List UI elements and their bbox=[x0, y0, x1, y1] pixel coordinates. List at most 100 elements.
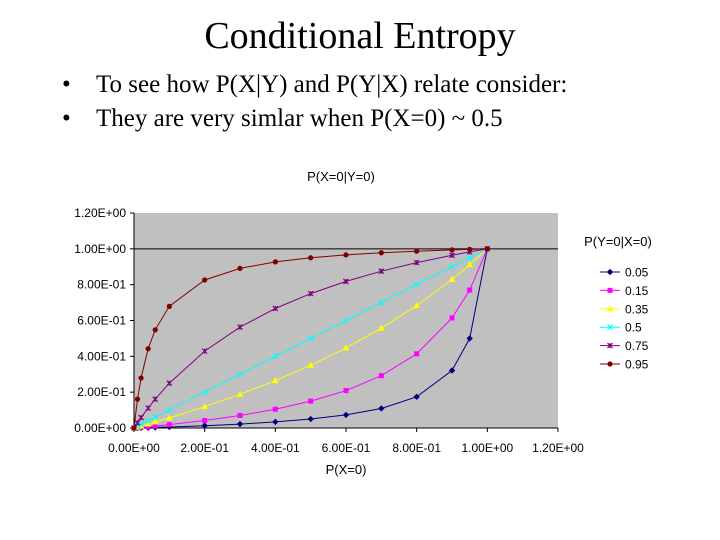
legend-label: 0.75 bbox=[625, 339, 649, 353]
legend-title: P(Y=0|X=0) bbox=[584, 234, 652, 249]
data-point bbox=[606, 305, 614, 312]
data-point bbox=[201, 348, 208, 355]
series-line bbox=[133, 248, 488, 429]
data-point bbox=[152, 327, 158, 333]
legend-label: 0.35 bbox=[625, 302, 649, 316]
bullet-list: • To see how P(X|Y) and P(Y|X) relate con… bbox=[58, 68, 567, 136]
data-point bbox=[466, 261, 474, 268]
data-point bbox=[607, 287, 613, 293]
data-point bbox=[467, 246, 473, 252]
data-point bbox=[236, 390, 244, 397]
data-point bbox=[414, 248, 420, 254]
data-point bbox=[166, 380, 173, 387]
data-point bbox=[484, 246, 490, 252]
data-point bbox=[272, 259, 278, 265]
data-point bbox=[342, 344, 350, 351]
bullet-text: To see how P(X|Y) and P(Y|X) relate cons… bbox=[96, 71, 568, 98]
data-point bbox=[308, 255, 314, 261]
data-point bbox=[413, 281, 420, 288]
data-point bbox=[448, 367, 456, 374]
chart-title: P(X=0|Y=0) bbox=[307, 169, 375, 184]
series-line bbox=[133, 248, 488, 429]
data-point bbox=[607, 324, 613, 331]
data-point bbox=[145, 417, 152, 424]
data-point bbox=[237, 412, 243, 418]
data-point bbox=[378, 250, 384, 256]
data-point bbox=[448, 275, 456, 282]
series-line bbox=[133, 248, 488, 429]
data-point bbox=[201, 403, 209, 410]
y-tick-label: 0.00E+00 bbox=[74, 421, 126, 435]
legend-label: 0.05 bbox=[625, 266, 649, 280]
data-point bbox=[343, 278, 349, 285]
legend-label: 0.15 bbox=[625, 284, 649, 298]
slide-title: Conditional Entropy bbox=[204, 15, 516, 57]
x-tick-label: 4.00E-01 bbox=[251, 441, 300, 455]
data-point bbox=[138, 414, 144, 421]
data-point bbox=[449, 252, 455, 259]
data-point bbox=[307, 335, 314, 342]
data-point bbox=[467, 287, 473, 293]
data-point bbox=[237, 324, 243, 331]
data-point bbox=[236, 420, 244, 428]
data-point bbox=[413, 302, 421, 309]
legend-box bbox=[598, 262, 656, 376]
data-point bbox=[606, 268, 614, 276]
bullet-text: They are very simlar when P(X=0) ~ 0.5 bbox=[96, 105, 503, 132]
data-point bbox=[343, 252, 349, 258]
data-point bbox=[413, 259, 420, 266]
data-point bbox=[134, 419, 141, 426]
data-point bbox=[343, 317, 349, 324]
data-point bbox=[272, 305, 279, 312]
legend-label: 0.5 bbox=[625, 321, 642, 335]
series-0.5 bbox=[131, 245, 491, 431]
data-point bbox=[201, 389, 208, 396]
data-point bbox=[145, 405, 152, 412]
data-point bbox=[237, 371, 243, 378]
series-line bbox=[133, 248, 488, 429]
x-axis-label: P(X=0) bbox=[326, 462, 367, 477]
data-point bbox=[144, 420, 152, 427]
series-line bbox=[133, 248, 488, 429]
data-point bbox=[449, 315, 455, 321]
data-point bbox=[413, 393, 420, 401]
data-point bbox=[138, 421, 144, 428]
data-point bbox=[152, 414, 159, 421]
data-point bbox=[449, 263, 455, 270]
data-point bbox=[449, 247, 455, 253]
data-point bbox=[134, 396, 141, 402]
data-point bbox=[342, 411, 350, 419]
bullet-marker: • bbox=[62, 71, 71, 98]
data-point bbox=[378, 373, 384, 379]
data-point bbox=[237, 265, 243, 271]
data-point bbox=[166, 422, 172, 428]
data-point bbox=[607, 342, 613, 349]
data-point bbox=[202, 417, 208, 423]
data-point bbox=[272, 406, 278, 412]
y-tick-label: 2.00E-01 bbox=[77, 385, 126, 399]
y-tick-label: 6.00E-01 bbox=[77, 314, 126, 328]
data-point bbox=[131, 425, 137, 431]
data-point bbox=[607, 361, 613, 367]
series-line bbox=[133, 248, 488, 429]
x-tick-label: 0.00E+00 bbox=[108, 441, 160, 455]
data-point bbox=[378, 299, 385, 306]
x-tick-label: 6.00E-01 bbox=[322, 441, 371, 455]
data-point bbox=[151, 418, 159, 425]
x-tick-label: 8.00E-01 bbox=[392, 441, 441, 455]
data-point bbox=[201, 422, 208, 429]
data-point bbox=[202, 277, 208, 283]
y-tick-label: 1.00E+00 bbox=[74, 242, 126, 256]
bullet-item: • To see how P(X|Y) and P(Y|X) relate con… bbox=[58, 68, 567, 102]
data-point bbox=[466, 254, 473, 261]
data-point bbox=[271, 377, 279, 384]
y-tick-label: 8.00E-01 bbox=[77, 278, 126, 292]
data-point bbox=[166, 303, 172, 309]
data-point bbox=[307, 415, 314, 423]
data-point bbox=[378, 405, 385, 412]
y-tick-label: 1.20E+00 bbox=[74, 206, 126, 220]
data-point bbox=[145, 346, 151, 352]
data-point bbox=[414, 351, 420, 357]
x-tick-label: 1.00E+00 bbox=[461, 441, 513, 455]
